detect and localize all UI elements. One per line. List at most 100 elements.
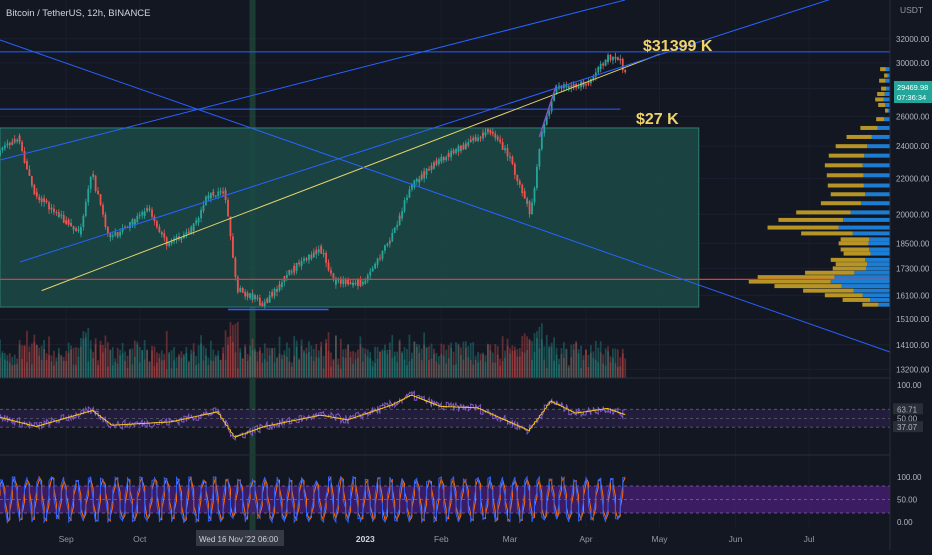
- volume-bar: [62, 356, 65, 378]
- volume-bar: [607, 346, 609, 378]
- stoch-tick-2: 0.00: [897, 518, 913, 527]
- volume-bar: [11, 365, 14, 378]
- volume-bar: [256, 361, 259, 378]
- candle-body: [567, 87, 570, 89]
- volume-bar: [271, 348, 274, 378]
- volume-bar: [479, 353, 482, 378]
- candle-body: [261, 303, 264, 307]
- vp-bar-blue: [830, 279, 890, 284]
- volume-bar: [447, 345, 450, 378]
- candle-body: [621, 58, 624, 67]
- descending-trendline[interactable]: [0, 39, 891, 353]
- volume-bar: [305, 353, 308, 378]
- volume-bar: [268, 347, 271, 378]
- volume-bar: [349, 351, 352, 378]
- candle-body: [1, 147, 4, 149]
- candle-body: [374, 263, 377, 265]
- vp-bar-blue: [869, 237, 890, 242]
- volume-bar: [339, 368, 342, 378]
- vp-bar-gold: [884, 73, 888, 78]
- volume-bar: [504, 357, 506, 378]
- volume-bar: [538, 348, 541, 378]
- volume-bar: [386, 354, 389, 378]
- volume-bar: [550, 346, 553, 378]
- volume-bar: [288, 347, 291, 378]
- range-box[interactable]: [0, 127, 700, 308]
- volume-bar: [430, 358, 433, 378]
- candle-body: [308, 254, 310, 260]
- candle-body: [599, 63, 602, 69]
- volume-bar: [227, 337, 229, 378]
- volume-bar: [570, 344, 573, 378]
- volume-bar: [487, 344, 489, 378]
- candle-body: [236, 291, 239, 293]
- volume-bar: [197, 363, 200, 378]
- volume-bar: [104, 335, 107, 378]
- volume-bar: [594, 359, 597, 378]
- volume-bar: [94, 344, 97, 378]
- candle-body: [540, 131, 543, 138]
- volume-bar: [396, 362, 399, 378]
- yellow-trendline[interactable]: [41, 53, 660, 292]
- candle-body: [452, 150, 455, 154]
- vp-bar-gold: [842, 297, 871, 302]
- vp-bar-blue: [854, 270, 890, 275]
- volume-bar: [533, 333, 536, 378]
- volume-bar: [366, 349, 369, 378]
- candle-body: [30, 184, 33, 186]
- candle-body: [553, 93, 556, 101]
- volume-bar: [99, 340, 102, 378]
- impulse-line[interactable]: [538, 84, 558, 138]
- volume-bar: [207, 357, 210, 378]
- candle-body: [489, 130, 492, 134]
- ascending-channel-upper[interactable]: [0, 0, 626, 161]
- volume-bar: [521, 336, 524, 378]
- volume-bar: [553, 337, 556, 378]
- volume-bar: [18, 340, 21, 378]
- time-axis[interactable]: Sep Oct 2023 Feb Mar Apr May Jun Jul: [59, 534, 815, 544]
- last-price-tag: 29469.98 07:36:34: [894, 81, 932, 103]
- volume-bar: [38, 355, 41, 378]
- last-price-tag-bg: [894, 81, 932, 103]
- volume-bar: [129, 349, 131, 378]
- candle-body: [109, 236, 112, 238]
- candle-body: [219, 191, 222, 193]
- volume-bar: [57, 348, 60, 378]
- volume-bar: [558, 364, 560, 378]
- rsi-lower-value: 37.07: [897, 423, 918, 432]
- candle-body: [415, 179, 418, 182]
- volume-bar: [276, 358, 278, 378]
- volume-bar: [460, 347, 462, 378]
- volume-bar: [312, 348, 315, 378]
- volume-bar: [384, 344, 386, 378]
- volume-bar: [190, 354, 193, 378]
- candle-body: [592, 76, 595, 79]
- stochastic-pane[interactable]: 100.00 50.00 0.00: [0, 473, 922, 527]
- candle-body: [361, 282, 364, 285]
- volume-bar: [18, 344, 21, 378]
- volume-bar: [35, 344, 38, 378]
- candle-body: [616, 57, 619, 61]
- volume-bar: [80, 337, 82, 378]
- volume-bar: [509, 353, 511, 378]
- volume-bar: [433, 348, 435, 378]
- candle-body: [8, 143, 11, 146]
- volume-bar: [244, 347, 247, 378]
- volume-bar: [266, 347, 269, 378]
- volume-bar: [40, 360, 43, 378]
- volume-bar: [406, 365, 408, 378]
- volume-bar: [114, 362, 117, 378]
- drawing-lines[interactable]: [0, 0, 891, 353]
- candle-body: [401, 211, 403, 215]
- volume-bar: [53, 350, 55, 378]
- vp-bar-gold: [803, 288, 854, 293]
- volume-bar: [354, 352, 357, 378]
- ascending-channel-lower[interactable]: [19, 0, 890, 263]
- volume-bar: [173, 347, 175, 378]
- candle-body: [315, 250, 318, 253]
- volume-bar: [469, 360, 472, 378]
- volume-bar: [33, 342, 36, 378]
